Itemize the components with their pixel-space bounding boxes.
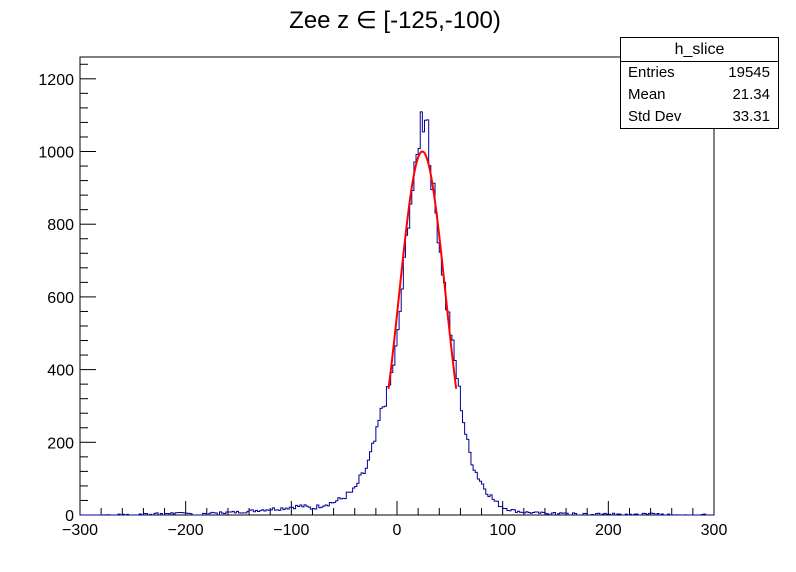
- gaussian-fit-curve: [387, 150, 458, 389]
- x-tick-label: 100: [489, 522, 516, 539]
- stats-value: 19545: [728, 64, 770, 81]
- y-tick-label: 1000: [38, 145, 74, 162]
- y-axis: 0 200 400 600 800 1000 1200: [38, 63, 96, 525]
- x-tick-label: 200: [595, 522, 622, 539]
- stats-title: h_slice: [621, 38, 778, 62]
- x-tick-label: −300: [62, 522, 98, 539]
- y-tick-label: 800: [47, 217, 74, 234]
- stats-row-stddev: Std Dev 33.31: [621, 106, 778, 128]
- chart-title: Zee z ∈ [-125,-100): [289, 7, 501, 34]
- x-tick-label: −100: [273, 522, 309, 539]
- x-tick-label: 0: [393, 522, 402, 539]
- stats-box: h_slice Entries 19545 Mean 21.34 Std Dev…: [620, 37, 779, 129]
- stats-label: Mean: [628, 86, 666, 103]
- stats-value: 33.31: [732, 108, 770, 125]
- y-tick-label: 200: [47, 435, 74, 452]
- stats-value: 21.34: [732, 86, 770, 103]
- stats-row-entries: Entries 19545: [621, 62, 778, 84]
- x-tick-label: −200: [168, 522, 204, 539]
- histogram-line: [80, 111, 714, 516]
- y-tick-label: 0: [65, 508, 74, 525]
- stats-row-mean: Mean 21.34: [621, 84, 778, 106]
- plot-frame: [79, 56, 715, 516]
- stats-label: Std Dev: [628, 108, 682, 125]
- y-tick-label: 400: [47, 363, 74, 380]
- y-tick-label: 600: [47, 290, 74, 307]
- y-tick-label: 1200: [38, 72, 74, 89]
- x-tick-label: 300: [701, 522, 728, 539]
- stats-label: Entries: [628, 64, 675, 81]
- x-axis: −300 −200 −100 0 100 200 300: [62, 501, 727, 539]
